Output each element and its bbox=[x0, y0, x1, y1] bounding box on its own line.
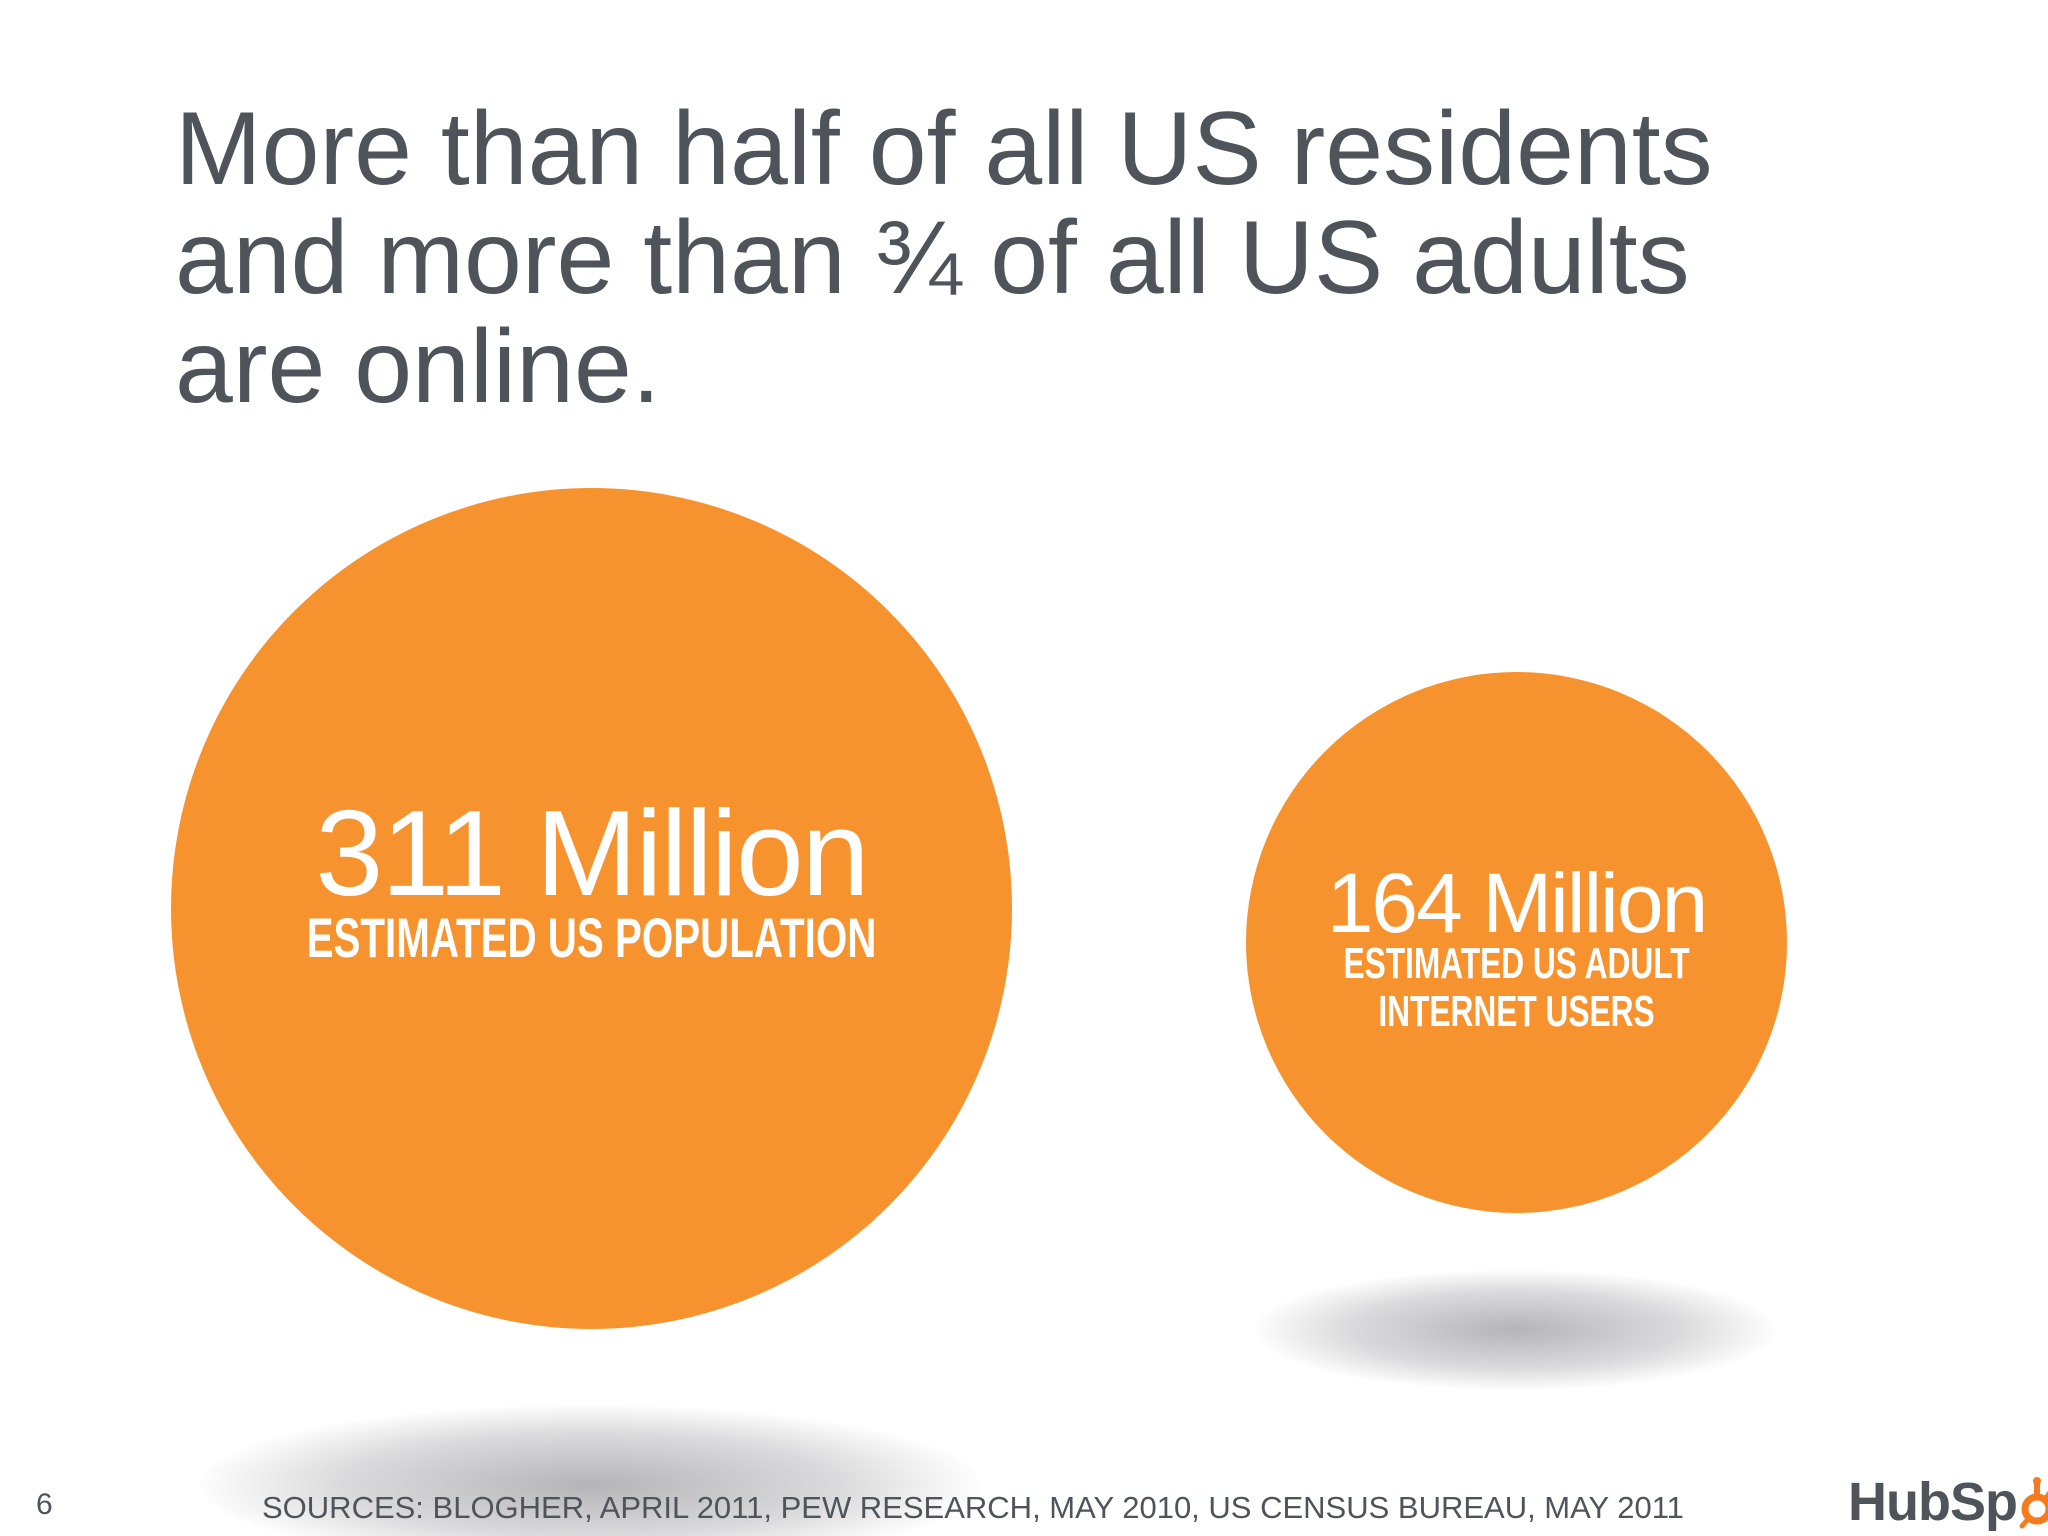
bubble-population: 311 Million ESTIMATED US POPULATION bbox=[171, 488, 1012, 1329]
bubble-population-value: 311 Million bbox=[315, 785, 869, 921]
headline-line-1: More than half of all US residents bbox=[175, 91, 1713, 207]
headline-line-2: and more than ¾ of all US adults bbox=[175, 200, 1690, 316]
sources-citation: SOURCES: BLOGHER, APRIL 2011, PEW RESEAR… bbox=[262, 1490, 1684, 1525]
bubble-internet-users-value: 164 Million bbox=[1326, 856, 1709, 950]
bubble-shadow-population bbox=[200, 1405, 980, 1536]
bubble-internet-users-label: ESTIMATED US ADULT INTERNET USERS bbox=[1322, 940, 1712, 1036]
bubble-shadow-internet-users bbox=[1255, 1270, 1775, 1390]
headline: More than half of all US residents and m… bbox=[175, 95, 1875, 422]
headline-line-3: are online. bbox=[175, 309, 661, 425]
logo-text-start: HubSp bbox=[1848, 1472, 2018, 1532]
hubspot-logo: HubSp t bbox=[1848, 1472, 2048, 1532]
bubble-internet-users-label-line-1: ESTIMATED US ADULT bbox=[1343, 939, 1690, 988]
page-number: 6 bbox=[36, 1488, 53, 1521]
bubble-population-label: ESTIMATED US POPULATION bbox=[306, 906, 877, 969]
bubble-internet-users: 164 Million ESTIMATED US ADULT INTERNET … bbox=[1246, 672, 1787, 1213]
hubspot-sprocket-icon bbox=[2019, 1477, 2048, 1529]
bubble-internet-users-label-line-2: INTERNET USERS bbox=[1378, 987, 1655, 1036]
